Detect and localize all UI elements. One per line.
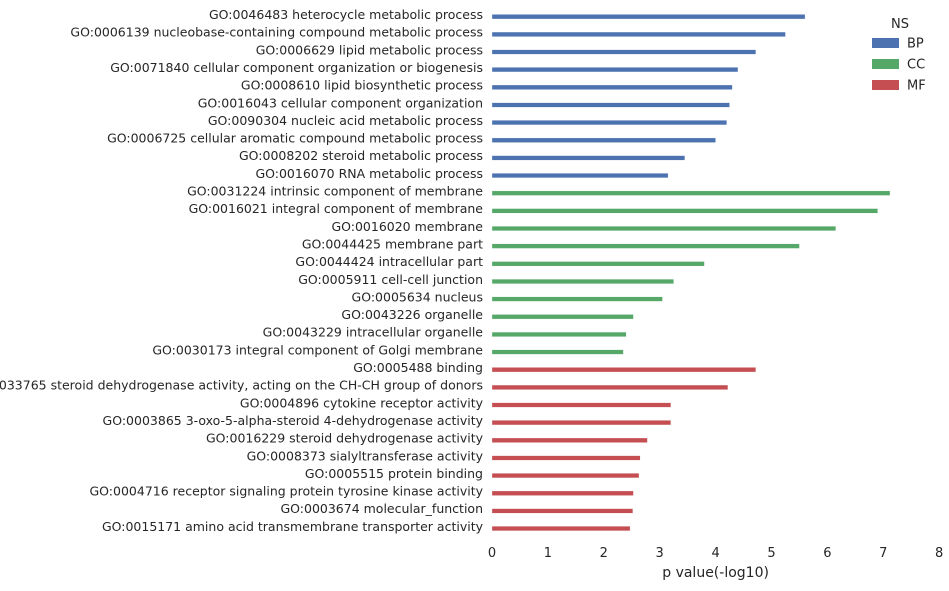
bar-mf-25: [491, 455, 641, 461]
category-label: GO:0044424 intracellular part: [295, 254, 483, 269]
bar-cc-14: [491, 261, 705, 267]
x-tick-label: 4: [711, 546, 719, 561]
category-label: GO:0008610 lipid biosynthetic process: [241, 78, 483, 93]
x-tick-label: 1: [544, 546, 552, 561]
bar-cc-15: [491, 278, 674, 284]
bar-mf-23: [491, 420, 672, 426]
category-label: GO:0031224 intrinsic component of membra…: [187, 184, 483, 199]
bar-cc-11: [491, 208, 878, 214]
category-label: GO:0046483 heterocycle metabolic process: [209, 7, 483, 22]
bar-bp-9: [491, 173, 669, 178]
x-tick-label: 7: [879, 546, 887, 561]
bar-bp-3: [491, 67, 739, 73]
category-label: GO:0016020 membrane: [331, 219, 483, 234]
legend-swatch-cc: [872, 59, 899, 69]
category-label: GO:0005515 protein binding: [305, 466, 483, 481]
bar-bp-4: [491, 84, 733, 90]
bar-mf-21: [491, 384, 729, 390]
category-label: GO:0008202 steroid metabolic process: [239, 148, 483, 163]
category-label: GO:0003865 3-oxo-5-alpha-steroid 4-dehyd…: [103, 413, 484, 428]
category-label: GO:0016229 steroid dehydrogenase activit…: [206, 431, 484, 446]
bar-cc-18: [491, 331, 627, 337]
bar-bp-2: [491, 49, 757, 55]
bar-cc-17: [491, 314, 634, 320]
x-tick-label: 5: [767, 546, 775, 561]
category-label: GO:0006629 lipid metabolic process: [256, 42, 483, 57]
bar-mf-29: [491, 526, 631, 531]
category-label: GO:0030173 integral component of Golgi m…: [152, 342, 483, 357]
category-label: GO:0003674 molecular_function: [280, 501, 483, 516]
bar-cc-13: [491, 243, 800, 249]
category-label: GO:0043226 organelle: [341, 307, 483, 322]
category-label: GO:0005634 nucleus: [352, 289, 483, 304]
bar-mf-28: [491, 508, 634, 514]
bar-bp-5: [491, 102, 730, 108]
category-label: GO:0016070 RNA metabolic process: [255, 166, 483, 181]
x-tick-label: 6: [823, 546, 831, 561]
category-label: GO:0015171 amino acid transmembrane tran…: [102, 519, 484, 534]
bar-mf-20: [491, 367, 757, 373]
legend-title: NS: [891, 17, 909, 32]
category-label: GO:0004716 receptor signaling protein ty…: [90, 484, 484, 499]
x-tick-label: 2: [600, 546, 608, 561]
category-label: GO:0008373 sialyltransferase activity: [247, 448, 484, 463]
legend-label-mf: MF: [907, 79, 926, 94]
x-tick-label: 8: [935, 546, 943, 561]
category-label: GO:0090304 nucleic acid metabolic proces…: [208, 113, 483, 128]
bar-mf-22: [491, 402, 672, 408]
bar-mf-24: [491, 437, 648, 443]
bar-bp-0: [491, 14, 806, 20]
bar-bp-7: [491, 137, 716, 143]
bar-bp-8: [491, 155, 686, 161]
legend-swatch-bp: [872, 38, 899, 48]
bar-bp-6: [491, 120, 727, 126]
legend-swatch-mf: [872, 80, 899, 90]
bar-mf-26: [491, 473, 640, 479]
legend-label-bp: BP: [907, 37, 924, 52]
bar-mf-27: [491, 490, 634, 496]
category-labels: GO:0046483 heterocycle metabolic process…: [0, 7, 484, 534]
legend: NS BP CC MF: [872, 17, 926, 94]
category-label: GO:0005911 cell-cell junction: [298, 272, 483, 287]
bars-layer: [491, 14, 891, 531]
category-label: GO:0071840 cellular component organizati…: [110, 60, 483, 75]
x-tick-label: 3: [656, 546, 664, 561]
category-label: GO:0033765 steroid dehydrogenase activit…: [0, 378, 483, 393]
x-axis-title: p value(-log10): [662, 565, 769, 581]
category-label: GO:0016021 integral component of membran…: [189, 201, 484, 216]
bar-cc-12: [491, 226, 836, 231]
category-label: GO:0016043 cellular component organizati…: [198, 95, 483, 110]
bar-cc-10: [491, 190, 891, 196]
category-label: GO:0006725 cellular aromatic compound me…: [107, 131, 483, 146]
legend-label-cc: CC: [907, 58, 925, 73]
category-label: GO:0005488 binding: [353, 360, 483, 375]
x-axis: 0 1 2 3 4 5 6 7 8: [488, 546, 943, 561]
category-label: GO:0043229 intracellular organelle: [263, 325, 484, 340]
bar-bp-1: [491, 31, 786, 37]
bar-cc-16: [491, 296, 663, 302]
category-label: GO:0044425 membrane part: [302, 236, 483, 251]
x-tick-label: 0: [488, 546, 496, 561]
bar-cc-19: [491, 349, 624, 355]
category-label: GO:0006139 nucleobase-containing compoun…: [70, 25, 483, 40]
category-label: GO:0004896 cytokine receptor activity: [240, 395, 484, 410]
